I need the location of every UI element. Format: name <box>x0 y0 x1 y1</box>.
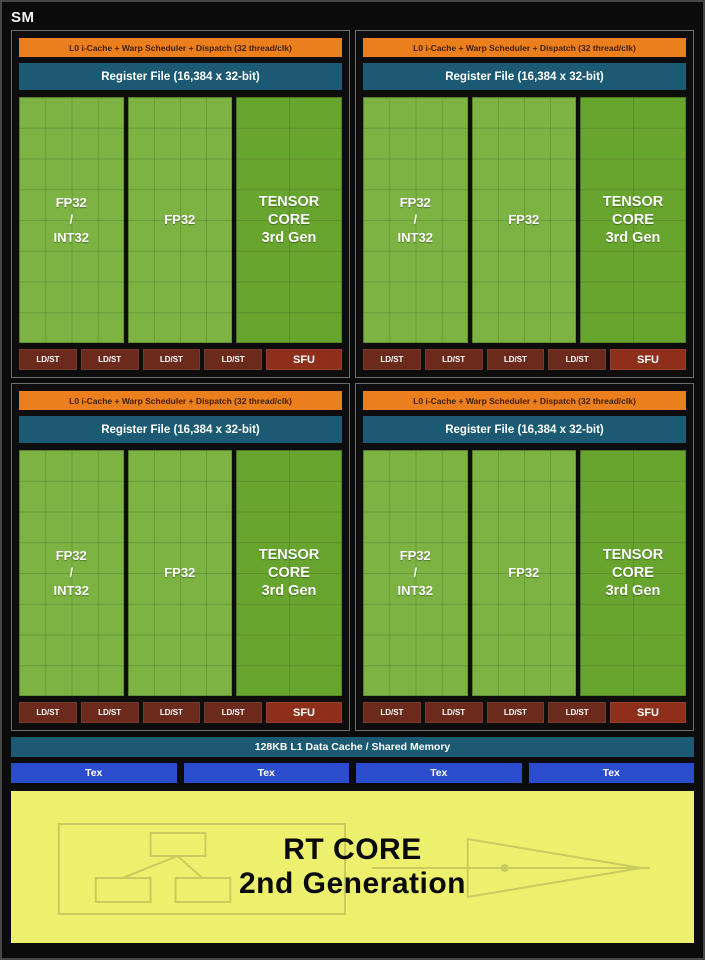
tensor-core-label: TENSOR CORE 3rd Gen <box>258 193 320 247</box>
sfu-unit: SFU <box>610 702 686 723</box>
fp32-label: FP32 <box>164 212 196 228</box>
fp32-block: FP32 <box>471 450 576 696</box>
ldst-unit: LD/ST <box>80 349 139 370</box>
ldst-row: LD/ST LD/ST LD/ST LD/ST SFU <box>363 349 686 370</box>
fp32-block: FP32 <box>471 97 576 343</box>
ldst-unit: LD/ST <box>204 349 262 370</box>
sfu-unit: SFU <box>266 702 342 723</box>
sm-partition-1: L0 i-Cache + Warp Scheduler + Dispatch (… <box>11 30 350 378</box>
warp-scheduler-bar: L0 i-Cache + Warp Scheduler + Dispatch (… <box>363 391 686 410</box>
tensor-core-label: TENSOR CORE 3rd Gen <box>602 546 664 600</box>
ldst-unit: LD/ST <box>363 349 421 370</box>
tex-unit: Tex <box>356 763 522 783</box>
sm-title: SM <box>11 9 35 26</box>
fp32-label: FP32 <box>508 565 540 581</box>
ldst-unit: LD/ST <box>142 349 201 370</box>
tensor-core-label: TENSOR CORE 3rd Gen <box>602 193 664 247</box>
ldst-unit: LD/ST <box>548 349 606 370</box>
rt-core-art <box>57 823 651 915</box>
register-file-bar: Register File (16,384 x 32-bit) <box>363 63 686 90</box>
register-file-bar: Register File (16,384 x 32-bit) <box>19 416 342 443</box>
tex-unit: Tex <box>183 763 349 783</box>
register-file-bar: Register File (16,384 x 32-bit) <box>363 416 686 443</box>
fp32-int32-label: FP32 / INT32 <box>53 547 89 598</box>
tensor-core-block: TENSOR CORE 3rd Gen <box>236 450 342 696</box>
ldst-unit: LD/ST <box>19 702 77 723</box>
ldst-row: LD/ST LD/ST LD/ST LD/ST SFU <box>19 349 342 370</box>
fp32-int32-label: FP32 / INT32 <box>397 194 433 245</box>
ldst-unit: LD/ST <box>424 702 483 723</box>
core-columns: FP32 / INT32 FP32 TENSOR CORE 3rd Gen <box>363 450 686 696</box>
tensor-core-block: TENSOR CORE 3rd Gen <box>236 97 342 343</box>
warp-scheduler-bar: L0 i-Cache + Warp Scheduler + Dispatch (… <box>363 38 686 57</box>
fp32-int32-block: FP32 / INT32 <box>363 97 468 343</box>
fp32-block: FP32 <box>127 450 232 696</box>
ldst-unit: LD/ST <box>80 702 139 723</box>
tex-unit: Tex <box>11 763 177 783</box>
register-file-bar: Register File (16,384 x 32-bit) <box>19 63 342 90</box>
rt-core-block: RT CORE 2nd Generation <box>11 791 694 943</box>
fp32-block: FP32 <box>127 97 232 343</box>
fp32-int32-block: FP32 / INT32 <box>19 450 124 696</box>
sm-partition-3: L0 i-Cache + Warp Scheduler + Dispatch (… <box>11 383 350 731</box>
bvh-boxes-icon <box>57 823 347 915</box>
ldst-unit: LD/ST <box>548 702 606 723</box>
tex-unit: Tex <box>528 763 694 783</box>
fp32-int32-label: FP32 / INT32 <box>53 194 89 245</box>
ldst-unit: LD/ST <box>363 702 421 723</box>
ldst-row: LD/ST LD/ST LD/ST LD/ST SFU <box>363 702 686 723</box>
fp32-int32-label: FP32 / INT32 <box>397 547 433 598</box>
warp-scheduler-bar: L0 i-Cache + Warp Scheduler + Dispatch (… <box>19 38 342 57</box>
rt-core-label: RT CORE 2nd Generation <box>238 832 467 901</box>
tex-row: Tex Tex Tex Tex <box>11 763 694 783</box>
ldst-row: LD/ST LD/ST LD/ST LD/ST SFU <box>19 702 342 723</box>
sm-partitions-grid: L0 i-Cache + Warp Scheduler + Dispatch (… <box>11 30 694 731</box>
sfu-unit: SFU <box>266 349 342 370</box>
sfu-unit: SFU <box>610 349 686 370</box>
tensor-core-block: TENSOR CORE 3rd Gen <box>580 450 686 696</box>
ldst-unit: LD/ST <box>486 349 545 370</box>
sm-partition-4: L0 i-Cache + Warp Scheduler + Dispatch (… <box>355 383 694 731</box>
fp32-int32-block: FP32 / INT32 <box>363 450 468 696</box>
fp32-label: FP32 <box>164 565 196 581</box>
sm-partition-2: L0 i-Cache + Warp Scheduler + Dispatch (… <box>355 30 694 378</box>
tensor-core-block: TENSOR CORE 3rd Gen <box>580 97 686 343</box>
core-columns: FP32 / INT32 FP32 TENSOR CORE 3rd Gen <box>19 450 342 696</box>
warp-scheduler-bar: L0 i-Cache + Warp Scheduler + Dispatch (… <box>19 391 342 410</box>
core-columns: FP32 / INT32 FP32 TENSOR CORE 3rd Gen <box>363 97 686 343</box>
tensor-core-label: TENSOR CORE 3rd Gen <box>258 546 320 600</box>
ldst-unit: LD/ST <box>142 702 201 723</box>
ldst-unit: LD/ST <box>424 349 483 370</box>
core-columns: FP32 / INT32 FP32 TENSOR CORE 3rd Gen <box>19 97 342 343</box>
ldst-unit: LD/ST <box>204 702 262 723</box>
ldst-unit: LD/ST <box>19 349 77 370</box>
l1-cache-bar: 128KB L1 Data Cache / Shared Memory <box>11 737 694 757</box>
fp32-int32-block: FP32 / INT32 <box>19 97 124 343</box>
ldst-unit: LD/ST <box>486 702 545 723</box>
fp32-label: FP32 <box>508 212 540 228</box>
ray-triangle-icon <box>371 837 651 899</box>
